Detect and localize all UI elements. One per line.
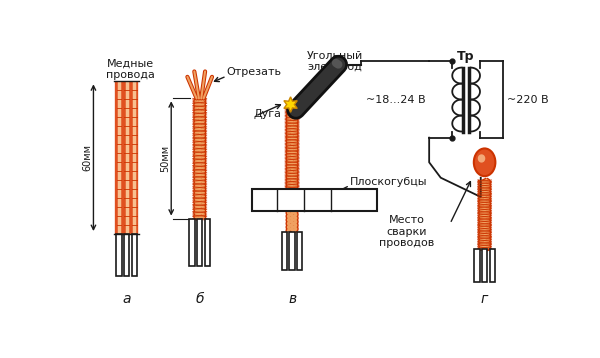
Text: 60мм: 60мм [82,144,92,171]
Text: 50мм: 50мм [160,145,170,172]
Text: Отрезать: Отрезать [227,67,281,77]
Bar [282,232,287,270]
Bar [474,249,479,282]
Bar [131,234,137,276]
Text: Дуга: Дуга [254,109,281,119]
Polygon shape [284,97,297,112]
Text: г: г [481,292,488,306]
Bar [482,249,487,282]
Bar [190,218,194,266]
Bar [252,189,377,211]
Text: ~220 В: ~220 В [507,95,548,105]
Text: Место
сварки
проводов: Место сварки проводов [379,215,434,248]
Text: Тр: Тр [457,50,475,63]
Bar [289,232,295,270]
Bar [297,232,302,270]
Text: ~18...24 В: ~18...24 В [365,95,425,105]
Text: б: б [196,292,204,306]
Bar [197,218,202,266]
Text: Угольный
электрод: Угольный электрод [307,51,362,72]
Bar [490,249,495,282]
Text: Плоскогубцы: Плоскогубцы [350,176,427,187]
Ellipse shape [474,149,496,176]
Bar [124,234,129,276]
Text: Медные
провода: Медные провода [106,58,155,80]
Ellipse shape [478,154,485,163]
Text: а: а [122,292,131,306]
Text: в: в [288,292,296,306]
Bar [205,218,210,266]
Bar [116,234,122,276]
